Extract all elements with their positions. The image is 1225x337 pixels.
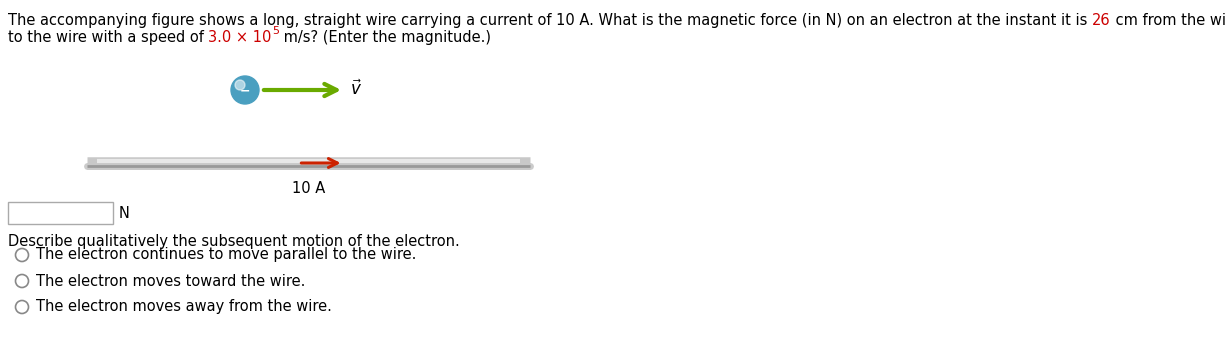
Circle shape [16, 301, 28, 313]
Text: 26: 26 [1091, 13, 1111, 28]
Text: 5: 5 [272, 26, 279, 36]
Text: Describe qualitatively the subsequent motion of the electron.: Describe qualitatively the subsequent mo… [9, 234, 459, 249]
Circle shape [16, 248, 28, 262]
Circle shape [235, 80, 245, 90]
Circle shape [16, 275, 28, 287]
Circle shape [232, 76, 258, 104]
Text: The accompanying figure shows a long, straight wire carrying a current of 10 A. : The accompanying figure shows a long, st… [9, 13, 1091, 28]
Text: $\vec{v}$: $\vec{v}$ [350, 79, 363, 99]
Text: −: − [240, 85, 250, 97]
FancyBboxPatch shape [9, 202, 113, 224]
Text: to the wire with a speed of: to the wire with a speed of [9, 30, 208, 45]
Text: N: N [119, 206, 130, 220]
Text: The electron moves toward the wire.: The electron moves toward the wire. [37, 274, 306, 288]
Text: The electron continues to move parallel to the wire.: The electron continues to move parallel … [37, 247, 417, 263]
Text: cm from the wire, traveling parallel: cm from the wire, traveling parallel [1111, 13, 1225, 28]
Text: 10 A: 10 A [292, 181, 325, 196]
Text: m/s? (Enter the magnitude.): m/s? (Enter the magnitude.) [279, 30, 491, 45]
Text: The electron moves away from the wire.: The electron moves away from the wire. [37, 300, 332, 314]
Text: 3.0 × 10: 3.0 × 10 [208, 30, 272, 45]
